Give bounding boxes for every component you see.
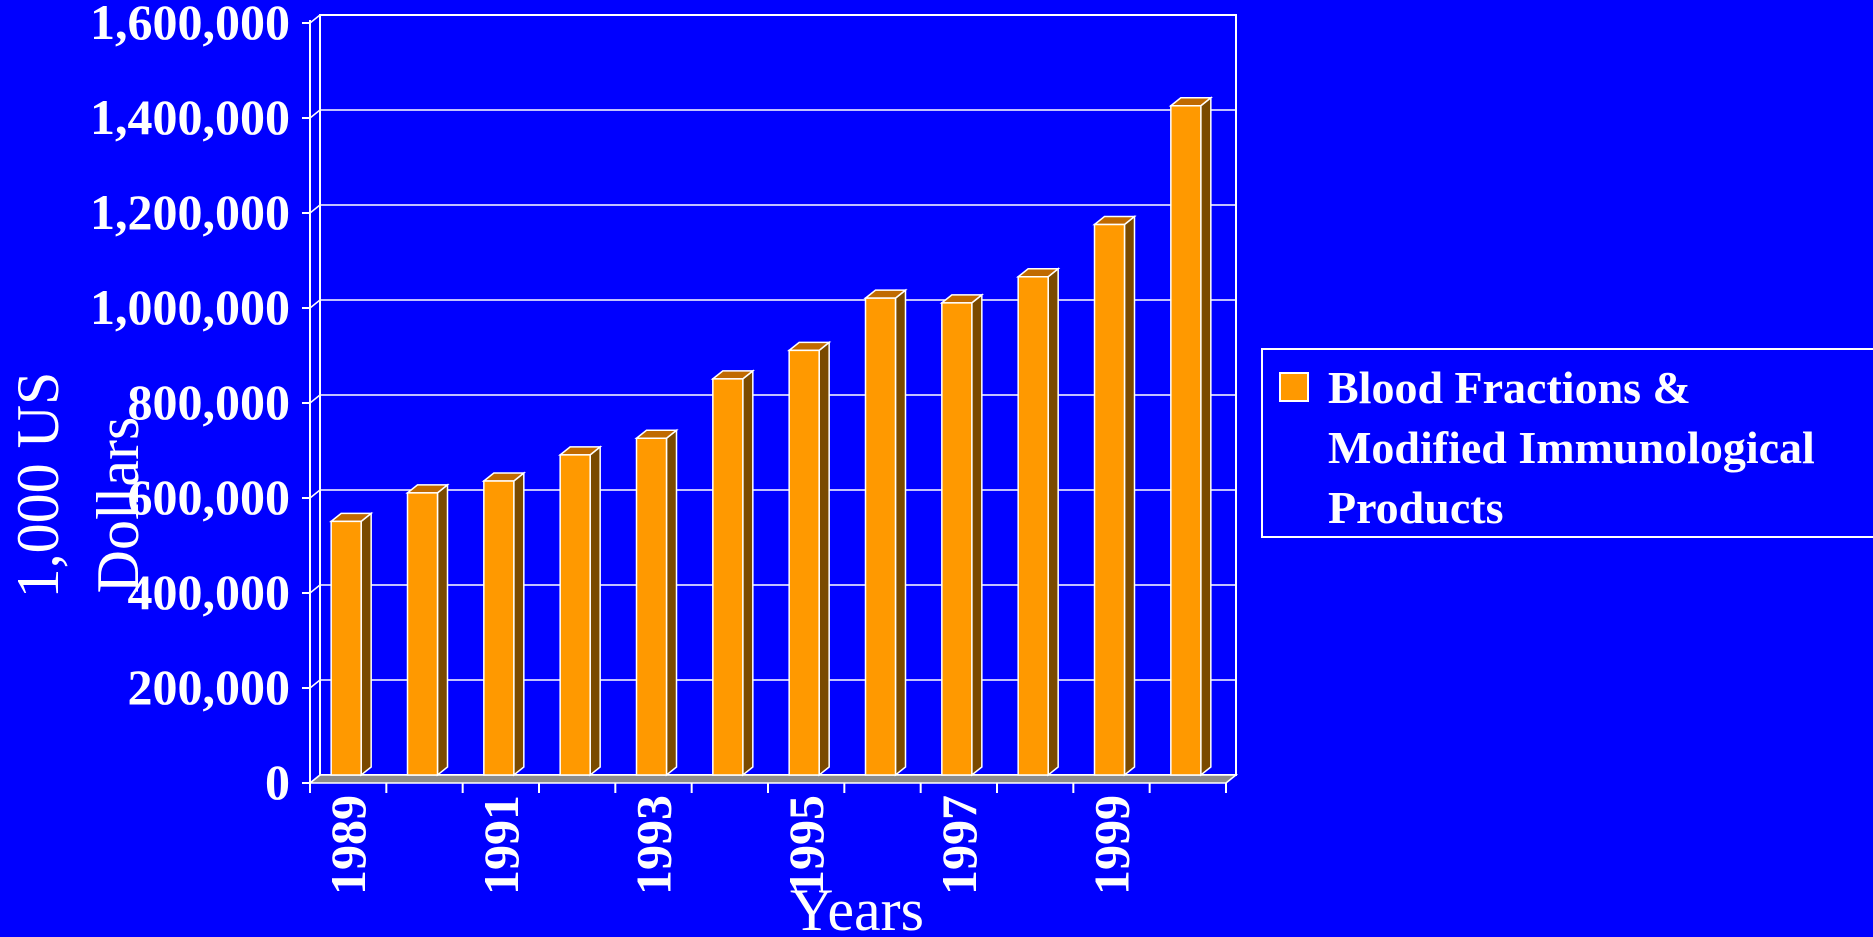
bar-side [818, 340, 830, 777]
y-axis-title-line-1: 1,000 US [5, 372, 71, 599]
y-tick-label: 800,000 [128, 374, 291, 430]
y-tick-label: 1,600,000 [90, 0, 290, 50]
y-tick-label: 600,000 [128, 469, 291, 525]
x-tick-label: 1997 [931, 795, 987, 895]
bar-side [894, 288, 907, 777]
bar-front [788, 349, 820, 776]
grid-depth-line [309, 394, 321, 404]
y-axis-title-line-2: Dollars [85, 417, 151, 594]
bar-side [665, 428, 678, 777]
bar [481, 471, 526, 777]
grid-depth-line [309, 109, 321, 119]
x-tick-label: 1991 [473, 795, 529, 895]
bar [787, 340, 832, 777]
bar-side [360, 511, 372, 777]
y-tick-label: 400,000 [128, 564, 291, 620]
bar [1168, 96, 1213, 777]
bar-side [1123, 214, 1136, 777]
bar-front [635, 437, 668, 776]
bar-front [864, 297, 897, 776]
grid-depth-line [309, 774, 321, 784]
legend-swatch [1279, 372, 1309, 402]
bar-front [1017, 276, 1049, 776]
y-tick-labels: 0 200,000 400,000 600,000 800,000 1,000,000 1,… [90, 0, 290, 810]
bar [634, 428, 679, 777]
grid-depth-line [309, 299, 321, 309]
bar-side [742, 369, 754, 777]
x-tick-label: 1989 [320, 795, 376, 895]
bar-side [971, 293, 983, 777]
bar-front [1170, 105, 1202, 776]
y-tick-label: 1,200,000 [90, 184, 290, 240]
x-tick-labels: 1989 1991 1993 1995 1997 1999 [309, 783, 1227, 895]
bar [1092, 214, 1137, 777]
y-tick-label: 0 [265, 754, 290, 810]
x-tick-label: 1995 [778, 795, 834, 895]
grid-depth-line [309, 679, 321, 689]
bar [1016, 267, 1061, 777]
bar-side [589, 445, 601, 777]
grid-depth-line [309, 204, 321, 214]
bar-front [330, 520, 362, 776]
y-tick-label: 1,400,000 [90, 89, 290, 145]
bars [329, 96, 1213, 777]
bar [710, 369, 755, 777]
bar [329, 511, 374, 777]
bar [939, 293, 984, 777]
bar-front [941, 302, 973, 776]
bar-side [1047, 267, 1059, 777]
x-tick-label: 1999 [1084, 795, 1140, 895]
bar-front [483, 480, 515, 776]
bar-side [1200, 96, 1212, 777]
bar [405, 483, 450, 777]
x-tick-label: 1993 [626, 795, 682, 895]
legend-label: Blood Fractions & Modified Immunological… [1328, 362, 1815, 533]
y-tick-label: 200,000 [128, 659, 291, 715]
grid-depth-line [309, 489, 321, 499]
y-tick-label: 1,000,000 [90, 279, 290, 335]
bar-front [1093, 223, 1126, 776]
gridlines [302, 14, 1236, 784]
plot-floor [307, 774, 1239, 784]
x-axis-title: Years [790, 877, 924, 937]
bar-side [436, 483, 449, 777]
bar [863, 288, 908, 777]
bar [558, 445, 603, 777]
grid-depth-line [309, 584, 321, 594]
legend: Blood Fractions & Modified Immunological… [1261, 348, 1873, 538]
bar-front [406, 492, 439, 776]
grid-depth-line [309, 14, 321, 24]
bar-side [513, 471, 525, 777]
bar-front [712, 378, 744, 776]
bar-front [559, 454, 591, 776]
